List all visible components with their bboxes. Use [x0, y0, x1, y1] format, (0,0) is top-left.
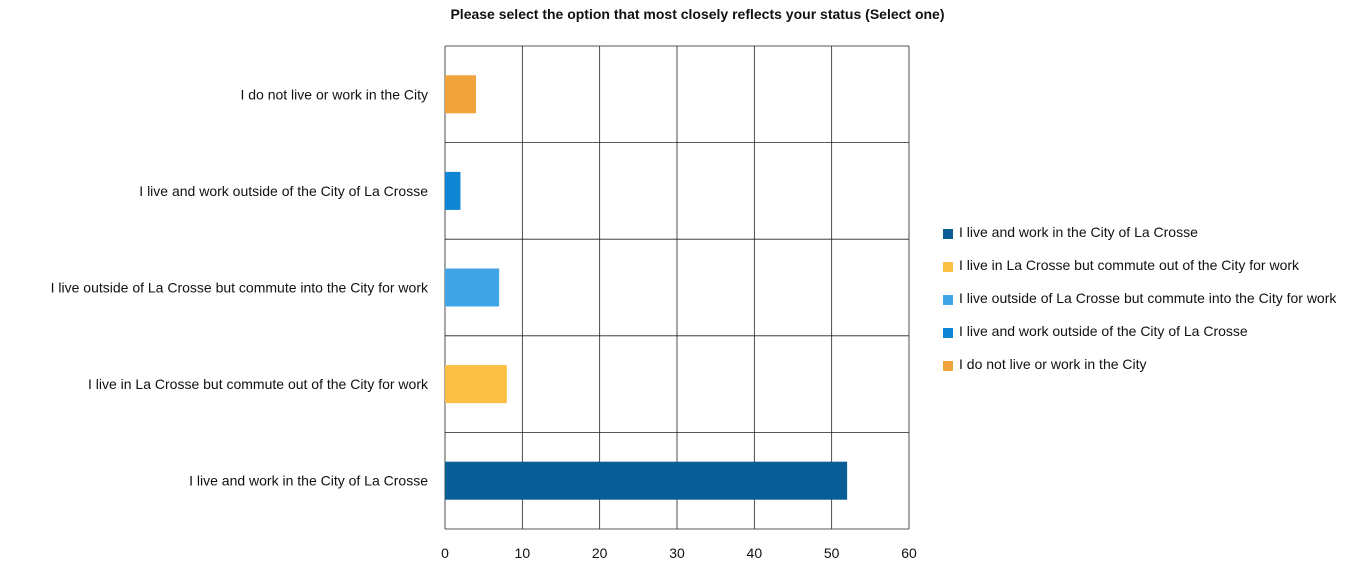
legend-swatch: [943, 361, 953, 371]
legend-item: I do not live or work in the City: [943, 356, 1336, 389]
y-axis-label: I do not live or work in the City: [240, 86, 428, 102]
x-tick-label: 60: [901, 545, 917, 561]
bar-3: [445, 365, 507, 404]
x-tick-label: 40: [747, 545, 763, 561]
legend: I live and work in the City of La Crosse…: [943, 224, 1336, 389]
legend-swatch: [943, 295, 953, 305]
y-axis-label: I live in La Crosse but commute out of t…: [88, 376, 429, 392]
x-tick-label: 0: [441, 545, 449, 561]
bar-1: [445, 171, 461, 210]
chart-title: Please select the option that most close…: [450, 6, 945, 22]
legend-swatch: [943, 262, 953, 272]
x-tick-label: 50: [824, 545, 840, 561]
y-axis-label: I live outside of La Crosse but commute …: [51, 280, 429, 296]
bar-4: [445, 461, 848, 500]
legend-swatch: [943, 229, 953, 239]
grid-lines: [444, 45, 910, 530]
x-tick-label: 10: [515, 545, 531, 561]
legend-swatch: [943, 328, 953, 338]
legend-label: I do not live or work in the City: [959, 356, 1147, 372]
y-axis-label: I live and work outside of the City of L…: [139, 183, 428, 199]
legend-label: I live in La Crosse but commute out of t…: [959, 257, 1300, 273]
legend-label: I live and work in the City of La Crosse: [959, 224, 1198, 240]
x-tick-label: 30: [669, 545, 685, 561]
bars: [445, 75, 848, 500]
y-axis-labels: I do not live or work in the City I live …: [51, 86, 429, 488]
legend-label: I live and work outside of the City of L…: [959, 323, 1248, 339]
legend-label: I live outside of La Crosse but commute …: [959, 290, 1337, 306]
legend-item: I live outside of La Crosse but commute …: [943, 290, 1336, 323]
y-axis-label: I live and work in the City of La Crosse: [189, 473, 428, 489]
legend-item: I live in La Crosse but commute out of t…: [943, 257, 1336, 290]
legend-item: I live and work outside of the City of L…: [943, 323, 1336, 356]
bar-0: [445, 75, 476, 114]
x-axis-tick-labels: 0 10 20 30 40 50 60: [441, 545, 917, 561]
x-tick-label: 20: [592, 545, 608, 561]
bar-2: [445, 268, 500, 307]
legend-item: I live and work in the City of La Crosse: [943, 224, 1336, 257]
